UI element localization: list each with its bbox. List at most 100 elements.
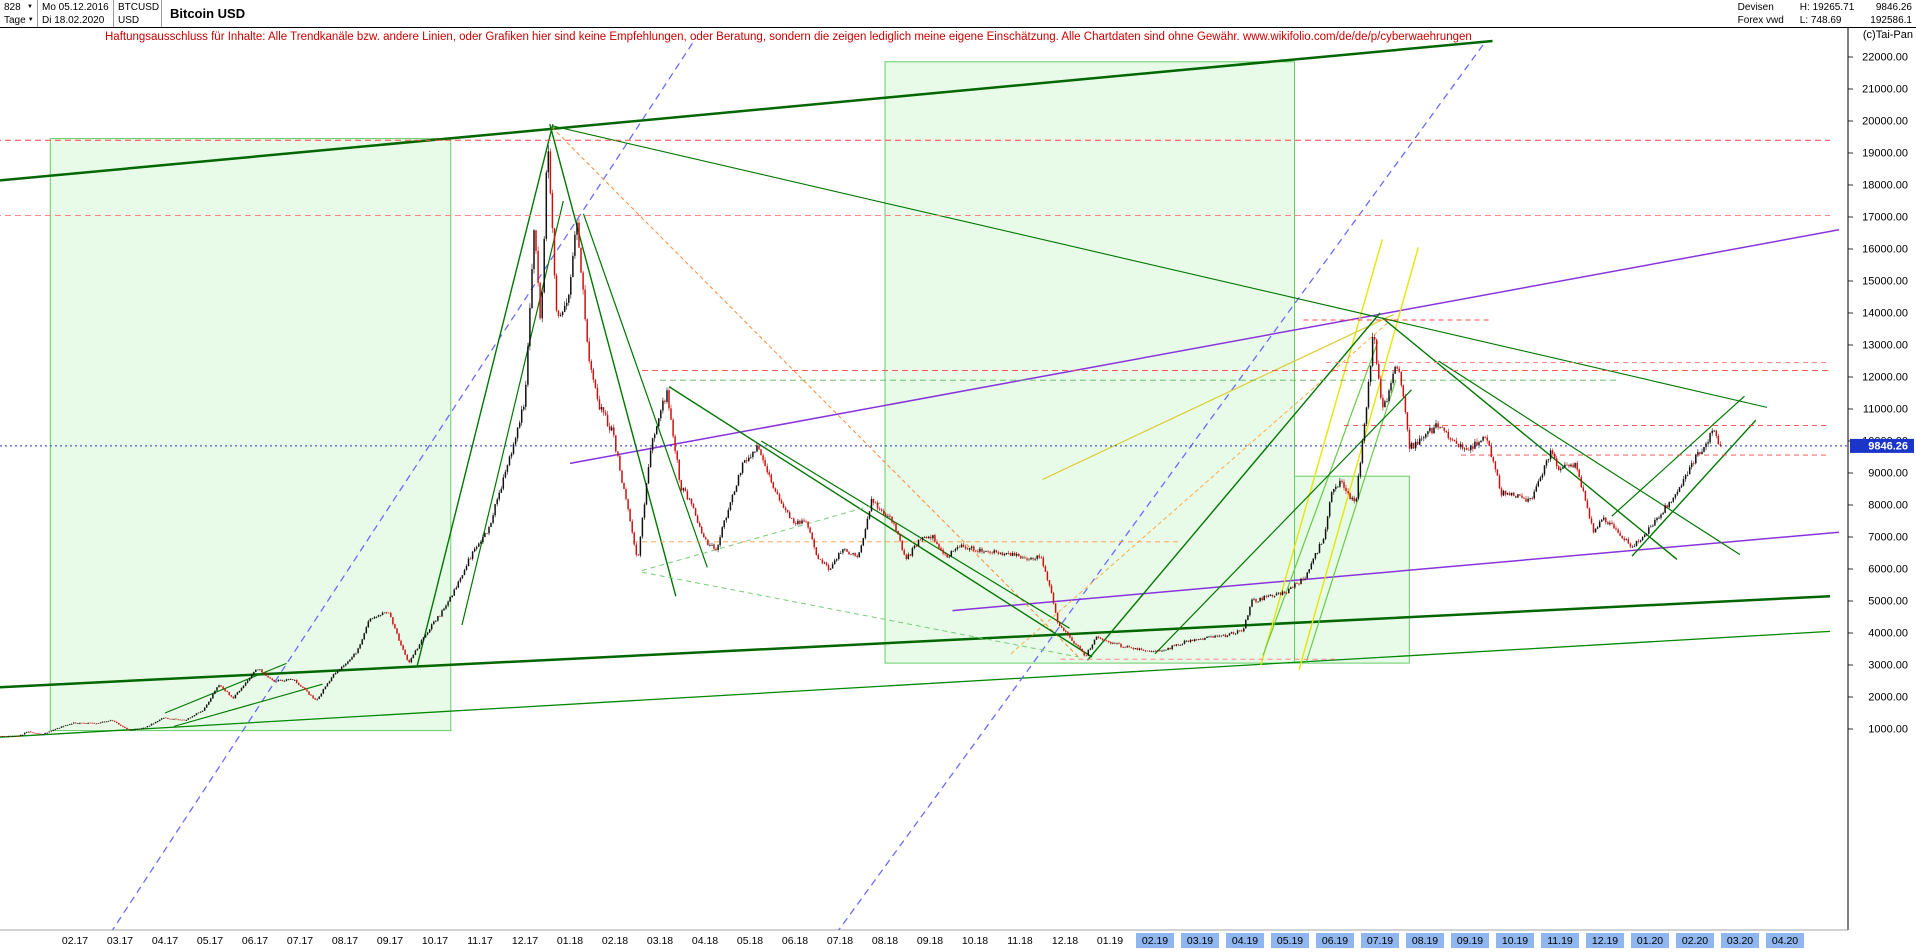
trend-line[interactable] bbox=[0, 39, 1493, 182]
y-axis-label: 22000.00 bbox=[1862, 52, 1908, 64]
plot-area[interactable] bbox=[0, 37, 1848, 952]
trend-line[interactable] bbox=[641, 571, 1079, 658]
x-axis-label: 10.17 bbox=[422, 935, 448, 947]
trend-line[interactable] bbox=[416, 124, 554, 667]
disclaimer-text: Haftungsausschluss für Inhalte: Alle Tre… bbox=[105, 31, 1472, 43]
trend-line[interactable] bbox=[1438, 360, 1741, 556]
trend-line[interactable] bbox=[1298, 247, 1419, 670]
x-axis-label: 07.17 bbox=[287, 935, 313, 947]
x-axis-highlight bbox=[1541, 933, 1579, 948]
trend-line[interactable] bbox=[1042, 314, 1394, 480]
trend-line[interactable] bbox=[0, 630, 1831, 738]
y-axis-label: 1000.00 bbox=[1868, 724, 1908, 736]
x-axis-label: 02.19 bbox=[1142, 935, 1168, 947]
trend-line[interactable] bbox=[98, 37, 697, 952]
x-axis-label: 11.17 bbox=[467, 935, 493, 947]
trend-line[interactable] bbox=[582, 213, 708, 568]
trend-line[interactable] bbox=[551, 127, 1079, 658]
copyright-label: (c)Tai-Pan bbox=[1862, 29, 1913, 41]
x-axis-label: 06.19 bbox=[1322, 935, 1348, 947]
trend-line[interactable] bbox=[1262, 341, 1379, 656]
x-axis-label: 03.19 bbox=[1187, 935, 1213, 947]
x-axis-label: 09.18 bbox=[917, 935, 943, 947]
x-axis-highlight bbox=[1631, 933, 1669, 948]
symbol-cell[interactable]: BTCUSD USD bbox=[114, 0, 162, 27]
secondary-value: 192586.1 bbox=[1870, 14, 1912, 26]
trend-line[interactable] bbox=[461, 200, 564, 626]
date-range-cell[interactable]: Mo 05.12.2016 Di 18.02.2020 bbox=[38, 0, 114, 27]
x-axis-highlight bbox=[1136, 933, 1174, 948]
x-axis-highlight bbox=[1271, 933, 1309, 948]
bars-count-value: 828 bbox=[4, 1, 21, 13]
source-label: Forex vwd bbox=[1737, 14, 1784, 26]
y-axis-label: 16000.00 bbox=[1862, 244, 1908, 256]
trend-line[interactable] bbox=[952, 531, 1840, 612]
trend-line[interactable] bbox=[551, 125, 1768, 408]
chevron-down-icon: ▼ bbox=[27, 3, 33, 10]
y-axis-label: 3000.00 bbox=[1868, 660, 1908, 672]
trend-line[interactable] bbox=[1381, 317, 1678, 560]
y-axis-label: 6000.00 bbox=[1868, 564, 1908, 576]
x-axis-highlight bbox=[1766, 933, 1804, 948]
header-spacer bbox=[253, 0, 1730, 27]
y-axis-label: 18000.00 bbox=[1862, 180, 1908, 192]
y-axis-label: 8000.00 bbox=[1868, 500, 1908, 512]
chart-settings-cell: 828 ▼ Tage ▼ bbox=[0, 0, 38, 27]
x-axis-highlight bbox=[1586, 933, 1624, 948]
trend-line[interactable] bbox=[173, 683, 323, 727]
current-price-badge bbox=[1850, 438, 1914, 453]
x-axis-label: 05.19 bbox=[1277, 935, 1303, 947]
y-axis-label: 15000.00 bbox=[1862, 276, 1908, 288]
trend-line[interactable] bbox=[1086, 312, 1381, 661]
x-axis-label: 06.18 bbox=[782, 935, 808, 947]
x-axis-label: 09.19 bbox=[1457, 935, 1483, 947]
trend-line[interactable] bbox=[164, 662, 287, 714]
high-low-cell: H: 19265.71 L: 748.69 bbox=[1792, 0, 1863, 27]
start-date[interactable]: Mo 05.12.2016 bbox=[42, 1, 109, 13]
x-axis-label: 04.19 bbox=[1232, 935, 1258, 947]
trend-line[interactable] bbox=[760, 440, 1070, 629]
x-axis-highlight bbox=[1451, 933, 1489, 948]
x-axis-highlight bbox=[1406, 933, 1444, 948]
x-axis-label: 03.20 bbox=[1727, 935, 1753, 947]
x-axis-highlight bbox=[1361, 933, 1399, 948]
highlight-box bbox=[884, 61, 1295, 664]
category-label: Devisen bbox=[1737, 1, 1774, 13]
trend-line[interactable] bbox=[569, 229, 1840, 465]
x-axis-label: 01.20 bbox=[1637, 935, 1663, 947]
trend-line[interactable] bbox=[1010, 317, 1394, 655]
last-price-value: 9846.26 bbox=[1875, 1, 1912, 13]
end-date[interactable]: Di 18.02.2020 bbox=[42, 14, 105, 26]
trend-line[interactable] bbox=[668, 386, 1093, 658]
trend-line[interactable] bbox=[0, 594, 1831, 689]
y-axis-label: 2000.00 bbox=[1868, 692, 1908, 704]
trend-line[interactable] bbox=[822, 43, 1485, 952]
y-axis-label: 19000.00 bbox=[1862, 148, 1908, 160]
y-axis-label: 12000.00 bbox=[1862, 372, 1908, 384]
x-axis-label: 05.18 bbox=[737, 935, 763, 947]
trend-line[interactable] bbox=[641, 501, 886, 572]
trend-line[interactable] bbox=[549, 124, 677, 597]
trend-line[interactable] bbox=[1611, 395, 1745, 517]
trend-line[interactable] bbox=[1631, 419, 1757, 557]
bars-count-dropdown[interactable]: 828 ▼ bbox=[4, 1, 33, 14]
instrument-title: Bitcoin USD bbox=[170, 6, 246, 21]
last-price-cell: 9846.26 192586.1 bbox=[1862, 0, 1916, 27]
x-axis-label: 08.18 bbox=[872, 935, 898, 947]
x-axis-label: 11.18 bbox=[1007, 935, 1033, 947]
x-axis-label: 12.19 bbox=[1592, 935, 1618, 947]
y-axis-label: 20000.00 bbox=[1862, 116, 1908, 128]
x-axis-label: 04.17 bbox=[152, 935, 178, 947]
period-dropdown[interactable]: Tage ▼ bbox=[4, 14, 34, 27]
x-axis-highlight bbox=[1676, 933, 1714, 948]
high-value: H: 19265.71 bbox=[1799, 1, 1855, 13]
x-axis-highlight bbox=[1316, 933, 1354, 948]
y-axis-label: 11000.00 bbox=[1863, 404, 1908, 416]
x-axis-label: 07.18 bbox=[827, 935, 853, 947]
trend-line[interactable] bbox=[1305, 380, 1397, 664]
x-axis-label: 02.17 bbox=[62, 935, 88, 947]
candle-bodies-up bbox=[1, 151, 1715, 737]
trend-line[interactable] bbox=[1154, 389, 1412, 655]
